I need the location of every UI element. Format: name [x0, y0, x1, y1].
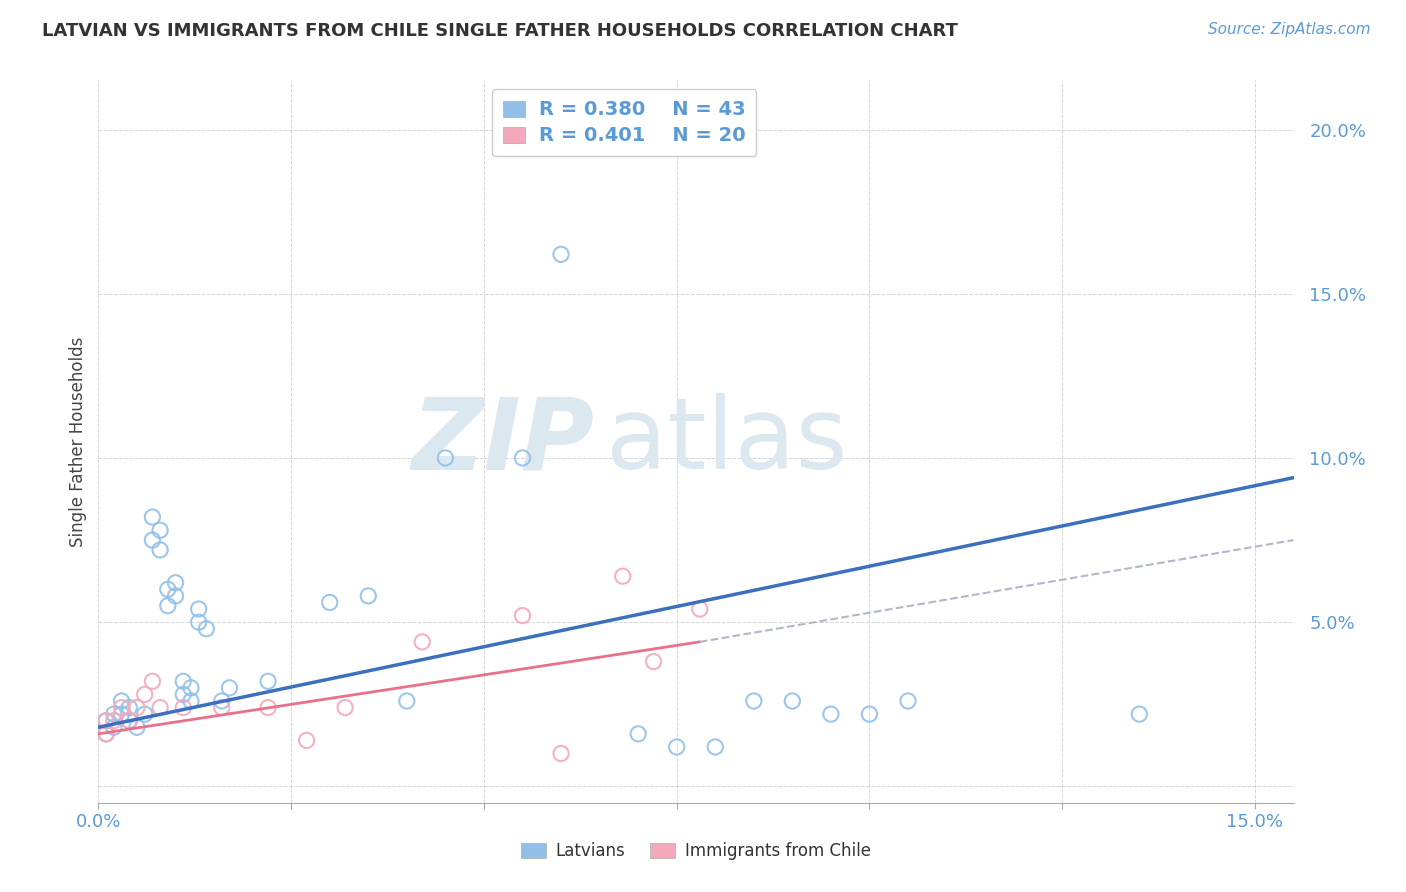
Point [195, 622, 218, 636]
Point [94, 727, 117, 741]
Point [94, 714, 117, 728]
Point [319, 595, 342, 609]
Point [512, 450, 534, 465]
Point [257, 700, 280, 714]
Point [180, 681, 202, 695]
Point [103, 714, 125, 728]
Point [118, 714, 141, 728]
Point [704, 739, 727, 754]
Point [125, 700, 148, 714]
Y-axis label: Single Father Households: Single Father Households [69, 336, 87, 547]
Legend: Latvians, Immigrants from Chile: Latvians, Immigrants from Chile [515, 836, 877, 867]
Point [141, 510, 163, 524]
Point [411, 635, 433, 649]
Point [125, 720, 148, 734]
Point [172, 674, 194, 689]
Point [395, 694, 418, 708]
Point [434, 450, 457, 465]
Point [149, 542, 172, 557]
Point [94, 714, 117, 728]
Point [187, 615, 209, 630]
Text: atlas: atlas [606, 393, 848, 490]
Point [165, 575, 187, 590]
Point [550, 247, 572, 261]
Point [333, 700, 356, 714]
Point [257, 674, 280, 689]
Text: ZIP: ZIP [412, 393, 595, 490]
Point [512, 608, 534, 623]
Point [156, 599, 179, 613]
Point [858, 707, 880, 722]
Point [134, 687, 156, 701]
Point [149, 700, 172, 714]
Point [118, 700, 141, 714]
Point [141, 674, 163, 689]
Point [357, 589, 380, 603]
Point [156, 582, 179, 597]
Point [134, 707, 156, 722]
Point [742, 694, 765, 708]
Text: LATVIAN VS IMMIGRANTS FROM CHILE SINGLE FATHER HOUSEHOLDS CORRELATION CHART: LATVIAN VS IMMIGRANTS FROM CHILE SINGLE … [42, 22, 957, 40]
Text: Source: ZipAtlas.com: Source: ZipAtlas.com [1208, 22, 1371, 37]
Point [612, 569, 634, 583]
Point [172, 687, 194, 701]
Point [141, 533, 163, 547]
Point [218, 681, 240, 695]
Point [103, 707, 125, 722]
Point [211, 700, 233, 714]
Point [110, 707, 132, 722]
Point [187, 602, 209, 616]
Point [211, 694, 233, 708]
Point [897, 694, 920, 708]
Point [103, 720, 125, 734]
Point [94, 727, 117, 741]
Point [627, 727, 650, 741]
Point [1128, 707, 1150, 722]
Point [180, 694, 202, 708]
Point [689, 602, 711, 616]
Point [110, 700, 132, 714]
Point [295, 733, 318, 747]
Point [149, 523, 172, 537]
Point [110, 694, 132, 708]
Point [665, 739, 688, 754]
Point [118, 714, 141, 728]
Point [782, 694, 804, 708]
Point [165, 589, 187, 603]
Point [550, 747, 572, 761]
Point [643, 655, 665, 669]
Point [172, 700, 194, 714]
Point [820, 707, 842, 722]
